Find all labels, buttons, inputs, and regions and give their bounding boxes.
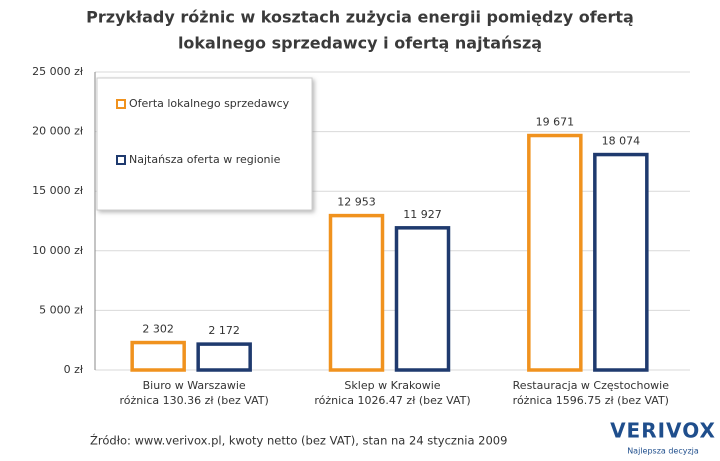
bar <box>593 152 649 372</box>
logo-tagline: Najlepsza decyzja <box>627 447 699 456</box>
x-tick-label: Biuro w Warszawie <box>143 379 246 392</box>
logo: VERIVOX <box>610 419 716 443</box>
x-tick-label: Sklep w Krakowie <box>344 379 440 392</box>
y-tick-label: 15 000 zł <box>32 184 84 197</box>
value-label: 2 302 <box>142 323 174 336</box>
legend-swatch <box>116 99 126 109</box>
value-label: 19 671 <box>536 116 575 129</box>
y-tick-label: 5 000 zł <box>39 303 84 316</box>
y-tick-label: 10 000 zł <box>32 244 84 257</box>
legend-box <box>96 77 313 211</box>
value-label: 2 172 <box>208 324 240 337</box>
value-label: 11 927 <box>403 208 442 221</box>
chart-title: Przykłady różnic w kosztach zużycia ener… <box>86 8 634 27</box>
bar <box>196 342 252 372</box>
y-tick-label: 0 zł <box>64 363 84 376</box>
legend-swatch <box>116 155 126 165</box>
y-tick-label: 25 000 zł <box>32 65 84 78</box>
bar <box>130 340 186 372</box>
value-label: 18 074 <box>602 135 641 148</box>
legend-label: Oferta lokalnego sprzedawcy <box>129 97 290 110</box>
legend-label: Najtańsza oferta w regionie <box>129 153 281 166</box>
bar <box>328 213 385 372</box>
x-tick-label: Restauracja w Częstochowie <box>513 379 670 392</box>
x-tick-note: różnica 1596.75 zł (bez VAT) <box>513 394 669 407</box>
value-label: 12 953 <box>337 196 376 209</box>
chart-title: lokalnego sprzedawcy i ofertą najtańszą <box>178 34 542 53</box>
bar <box>527 133 583 372</box>
x-tick-note: różnica 1026.47 zł (bez VAT) <box>314 394 470 407</box>
x-tick-note: różnica 130.36 zł (bez VAT) <box>120 394 269 407</box>
source: Źródło: www.verivox.pl, kwoty netto (bez… <box>90 433 507 448</box>
bar <box>394 226 451 372</box>
y-tick-label: 20 000 zł <box>32 125 84 138</box>
